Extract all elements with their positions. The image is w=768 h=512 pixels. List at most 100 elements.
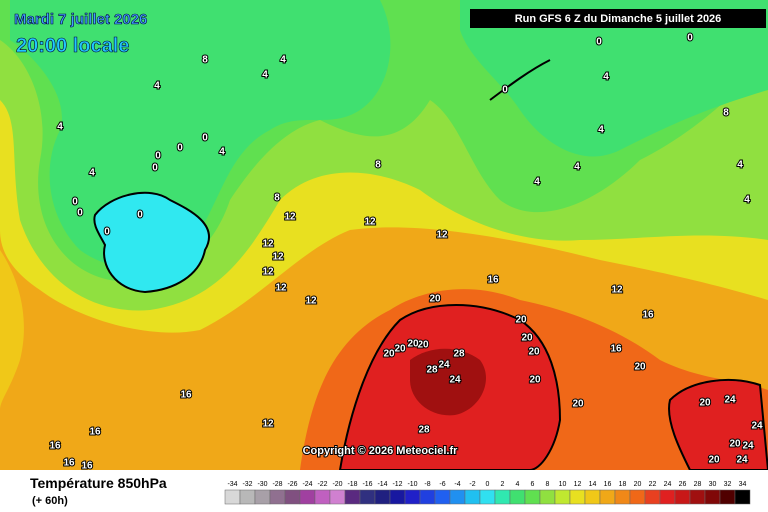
scale-swatch bbox=[284, 489, 301, 505]
scale-label: 16 bbox=[604, 481, 612, 488]
contour-label: 12 bbox=[611, 285, 623, 296]
scale-swatch bbox=[584, 489, 601, 505]
scale-label: 2 bbox=[501, 481, 505, 488]
contour-label: 24 bbox=[736, 455, 748, 466]
scale-label: -16 bbox=[362, 481, 372, 488]
scale-label: -26 bbox=[287, 481, 297, 488]
contour-label: 20 bbox=[417, 340, 429, 351]
contour-label: 24 bbox=[751, 421, 763, 432]
time-title: 20:00 locale bbox=[16, 35, 129, 57]
contour-label: 12 bbox=[272, 252, 284, 263]
contour-label: 4 bbox=[219, 147, 225, 158]
scale-swatch bbox=[329, 489, 346, 505]
scale-swatch bbox=[719, 489, 736, 505]
contour-labels: 8444400000000448812121212121212121604444… bbox=[48, 32, 764, 473]
scale-swatch bbox=[269, 489, 286, 505]
scale-swatch bbox=[524, 489, 541, 505]
scale-swatch bbox=[704, 489, 721, 505]
contour-label: 20 bbox=[383, 349, 395, 360]
contour-label: 20 bbox=[528, 347, 540, 358]
contour-label: 16 bbox=[89, 427, 101, 438]
contour-label: 16 bbox=[610, 344, 622, 355]
scale-swatch bbox=[539, 489, 556, 505]
contour-label: 24 bbox=[449, 375, 461, 386]
contour-label: 0 bbox=[177, 143, 183, 154]
scale-label: 6 bbox=[531, 481, 535, 488]
contour-label: 4 bbox=[534, 177, 540, 188]
scale-swatch bbox=[659, 489, 676, 505]
scale-label: 10 bbox=[559, 481, 567, 488]
scale-label: -28 bbox=[272, 481, 282, 488]
scale-swatch bbox=[614, 489, 631, 505]
run-box bbox=[470, 9, 766, 28]
scale-label: -24 bbox=[302, 481, 312, 488]
scale-label: 8 bbox=[546, 481, 550, 488]
contour-label: 0 bbox=[202, 133, 208, 144]
scale-swatch bbox=[359, 489, 376, 505]
contour-label: 8 bbox=[202, 55, 208, 66]
footer-subtitle: (+ 60h) bbox=[32, 495, 68, 507]
contour-label: 8 bbox=[274, 193, 280, 204]
contour-label: 20 bbox=[515, 315, 527, 326]
contour-label: 20 bbox=[429, 294, 441, 305]
scale-swatch bbox=[314, 489, 331, 505]
scale-label: 0 bbox=[486, 481, 490, 488]
contour-label: 12 bbox=[436, 230, 448, 241]
scale-label: 28 bbox=[694, 481, 702, 488]
contour-label: 0 bbox=[502, 85, 508, 96]
contour-label: 4 bbox=[89, 168, 95, 179]
scale-swatch bbox=[674, 489, 691, 505]
contour-label: 0 bbox=[155, 151, 161, 162]
scale-swatch bbox=[554, 489, 571, 505]
scale-label: -10 bbox=[407, 481, 417, 488]
contour-label: 12 bbox=[262, 419, 274, 430]
contour-label: 12 bbox=[262, 267, 274, 278]
contour-label: 24 bbox=[724, 395, 736, 406]
contour-label: 16 bbox=[63, 458, 75, 469]
contour-label: 0 bbox=[77, 208, 83, 219]
scale-swatch bbox=[734, 489, 751, 505]
scale-label: -4 bbox=[454, 481, 460, 488]
scale-swatch bbox=[239, 489, 256, 505]
date-title: Mardi 7 juillet 2026 bbox=[14, 11, 147, 28]
scale-swatch bbox=[464, 489, 481, 505]
scale-swatch bbox=[599, 489, 616, 505]
contour-label: 16 bbox=[81, 461, 93, 472]
scale-label: -2 bbox=[469, 481, 475, 488]
scale-label: 30 bbox=[709, 481, 717, 488]
contour-label: 12 bbox=[305, 296, 317, 307]
scale-swatch bbox=[404, 489, 421, 505]
copyright: Copyright © 2026 Meteociel.fr bbox=[303, 445, 459, 457]
contour-label: 16 bbox=[49, 441, 61, 452]
contour-label: 4 bbox=[603, 72, 609, 83]
contour-label: 8 bbox=[723, 108, 729, 119]
scale-label: -18 bbox=[347, 481, 357, 488]
contour-label: 20 bbox=[521, 333, 533, 344]
contour-label: 24 bbox=[438, 360, 450, 371]
scale-label: 24 bbox=[664, 481, 672, 488]
scale-swatch bbox=[389, 489, 406, 505]
scale-label: -30 bbox=[257, 481, 267, 488]
contour-label: 12 bbox=[284, 212, 296, 223]
contour-label: 0 bbox=[72, 197, 78, 208]
scale-label: 4 bbox=[516, 481, 520, 488]
scale-label: 20 bbox=[634, 481, 642, 488]
contour-label: 4 bbox=[744, 195, 750, 206]
contour-label: 0 bbox=[137, 210, 143, 221]
scale-label: -34 bbox=[227, 481, 237, 488]
contour-label: 20 bbox=[708, 455, 720, 466]
scale-label: 32 bbox=[724, 481, 732, 488]
contour-label: 16 bbox=[487, 275, 499, 286]
contour-label: 24 bbox=[742, 441, 754, 452]
scale-label: 18 bbox=[619, 481, 627, 488]
scale-swatch bbox=[509, 489, 526, 505]
run-info: Run GFS 6 Z du Dimanche 5 juillet 2026 bbox=[515, 13, 722, 25]
contour-label: 20 bbox=[572, 399, 584, 410]
contour-label: 20 bbox=[634, 362, 646, 373]
contour-label: 28 bbox=[426, 365, 438, 376]
contour-label: 28 bbox=[418, 425, 430, 436]
scale-swatch bbox=[344, 489, 361, 505]
contour-label: 20 bbox=[407, 339, 419, 350]
contour-label: 4 bbox=[57, 122, 63, 133]
